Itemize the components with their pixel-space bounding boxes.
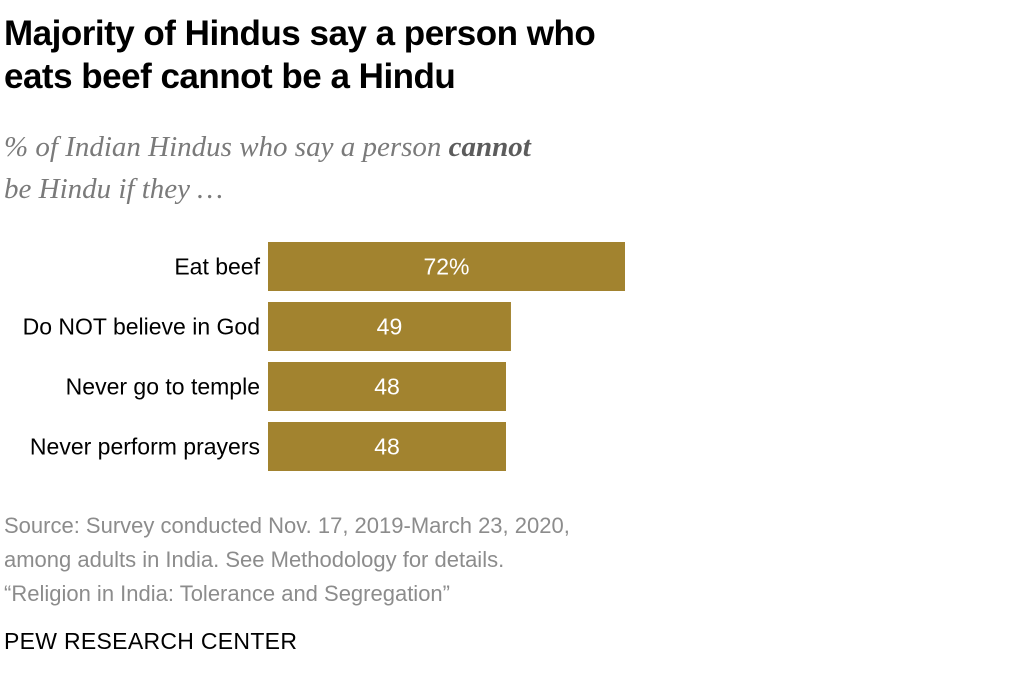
category-label: Do NOT believe in God — [23, 314, 260, 340]
pew-logo-text: PEW RESEARCH CENTER — [4, 628, 298, 654]
source-line: Source: Survey conducted Nov. 17, 2019-M… — [4, 513, 570, 538]
chart-title-line1: Majority of Hindus say a person who — [4, 14, 596, 53]
report-title: “Religion in India: Tolerance and Segreg… — [4, 581, 450, 606]
category-label: Eat beef — [174, 254, 260, 280]
subtitle-emphasis: cannot — [448, 131, 531, 163]
category-label: Never go to temple — [66, 374, 260, 400]
chart-subtitle: % of Indian Hindus who say a person cann… — [4, 126, 704, 210]
data-label: 72% — [423, 254, 469, 280]
bar-2 — [268, 302, 511, 351]
subtitle-text: % of Indian Hindus who say a person — [4, 131, 449, 163]
subtitle-text-line2: be Hindu if they … — [4, 173, 224, 205]
bar-4 — [268, 422, 506, 471]
data-label: 48 — [374, 434, 400, 460]
bar-3 — [268, 362, 506, 411]
bar-chart: Eat beef 72% Do NOT believe in God 49 Never … — [23, 242, 625, 471]
chart-title: Majority of Hindus say a person who eats… — [4, 12, 704, 98]
data-label: 48 — [374, 374, 400, 400]
data-label: 49 — [377, 314, 403, 340]
chart-title-line2: eats beef cannot be a Hindu — [4, 57, 456, 96]
category-label: Never perform prayers — [30, 434, 260, 460]
source-line: among adults in India. See Methodology f… — [4, 547, 505, 572]
source-note: Source: Survey conducted Nov. 17, 2019-M… — [4, 509, 704, 611]
bar-1 — [268, 242, 625, 291]
